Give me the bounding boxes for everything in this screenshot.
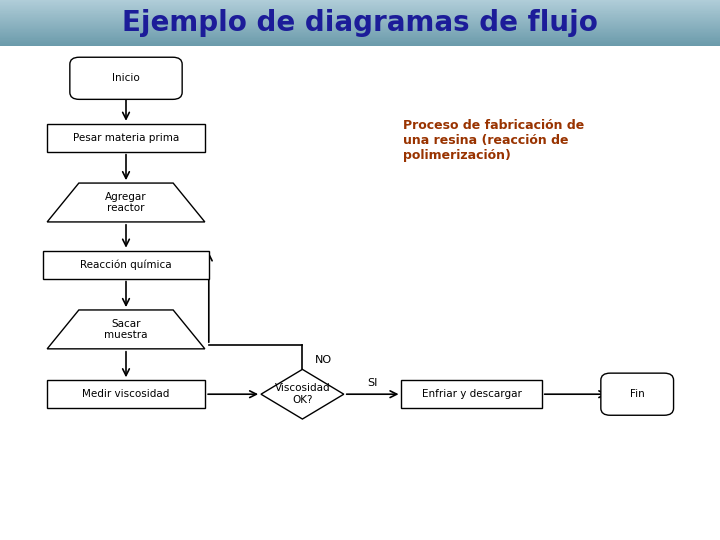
Text: Enfriar y descargar: Enfriar y descargar xyxy=(422,389,521,399)
Bar xyxy=(0,33,720,34)
Polygon shape xyxy=(48,310,204,349)
Bar xyxy=(0,25,720,26)
Text: Pesar materia prima: Pesar materia prima xyxy=(73,133,179,143)
Text: Inicio: Inicio xyxy=(112,73,140,83)
Bar xyxy=(0,2,720,3)
Text: Medir viscosidad: Medir viscosidad xyxy=(82,389,170,399)
Bar xyxy=(0,21,720,22)
Text: Fin: Fin xyxy=(630,389,644,399)
Bar xyxy=(0,32,720,33)
Polygon shape xyxy=(261,369,344,419)
FancyBboxPatch shape xyxy=(601,373,674,415)
FancyBboxPatch shape xyxy=(47,124,205,152)
Bar xyxy=(0,29,720,30)
Text: Agregar
reactor: Agregar reactor xyxy=(105,192,147,213)
Bar xyxy=(0,8,720,9)
Bar xyxy=(0,9,720,10)
Text: SI: SI xyxy=(367,377,378,388)
Bar xyxy=(0,0,720,1)
Bar xyxy=(0,39,720,40)
Text: Sacar
muestra: Sacar muestra xyxy=(104,319,148,340)
Bar xyxy=(0,20,720,21)
Bar xyxy=(0,36,720,37)
Bar xyxy=(0,1,720,2)
Bar xyxy=(0,24,720,25)
Bar xyxy=(0,44,720,45)
Bar xyxy=(0,11,720,12)
Bar xyxy=(0,12,720,13)
Text: Proceso de fabricación de
una resina (reacción de
polimerización): Proceso de fabricación de una resina (re… xyxy=(403,119,585,162)
Bar xyxy=(0,5,720,6)
Text: NO: NO xyxy=(315,355,333,365)
Bar xyxy=(0,40,720,42)
Bar xyxy=(0,31,720,32)
Bar xyxy=(0,43,720,44)
Bar xyxy=(0,10,720,11)
Text: Reacción química: Reacción química xyxy=(80,259,172,270)
FancyBboxPatch shape xyxy=(402,380,541,408)
Text: Viscosidad
OK?: Viscosidad OK? xyxy=(274,383,330,405)
Polygon shape xyxy=(48,183,204,222)
Bar xyxy=(0,35,720,36)
Bar xyxy=(0,34,720,35)
Bar xyxy=(0,42,720,43)
Bar xyxy=(0,3,720,4)
Bar xyxy=(0,18,720,19)
Bar xyxy=(0,22,720,23)
Bar xyxy=(0,27,720,28)
Bar xyxy=(0,17,720,18)
Bar xyxy=(0,14,720,15)
Bar xyxy=(0,38,720,39)
Text: Ejemplo de diagramas de flujo: Ejemplo de diagramas de flujo xyxy=(122,9,598,37)
FancyBboxPatch shape xyxy=(47,380,205,408)
FancyBboxPatch shape xyxy=(70,57,182,99)
Bar xyxy=(0,28,720,29)
Bar xyxy=(0,26,720,27)
Bar xyxy=(0,30,720,31)
Bar xyxy=(0,16,720,17)
Bar xyxy=(0,19,720,20)
Bar xyxy=(0,13,720,14)
FancyBboxPatch shape xyxy=(43,251,209,279)
Bar xyxy=(0,15,720,16)
Bar xyxy=(0,6,720,7)
Bar xyxy=(0,37,720,38)
Bar xyxy=(0,45,720,46)
Bar xyxy=(0,7,720,8)
Bar xyxy=(0,23,720,24)
